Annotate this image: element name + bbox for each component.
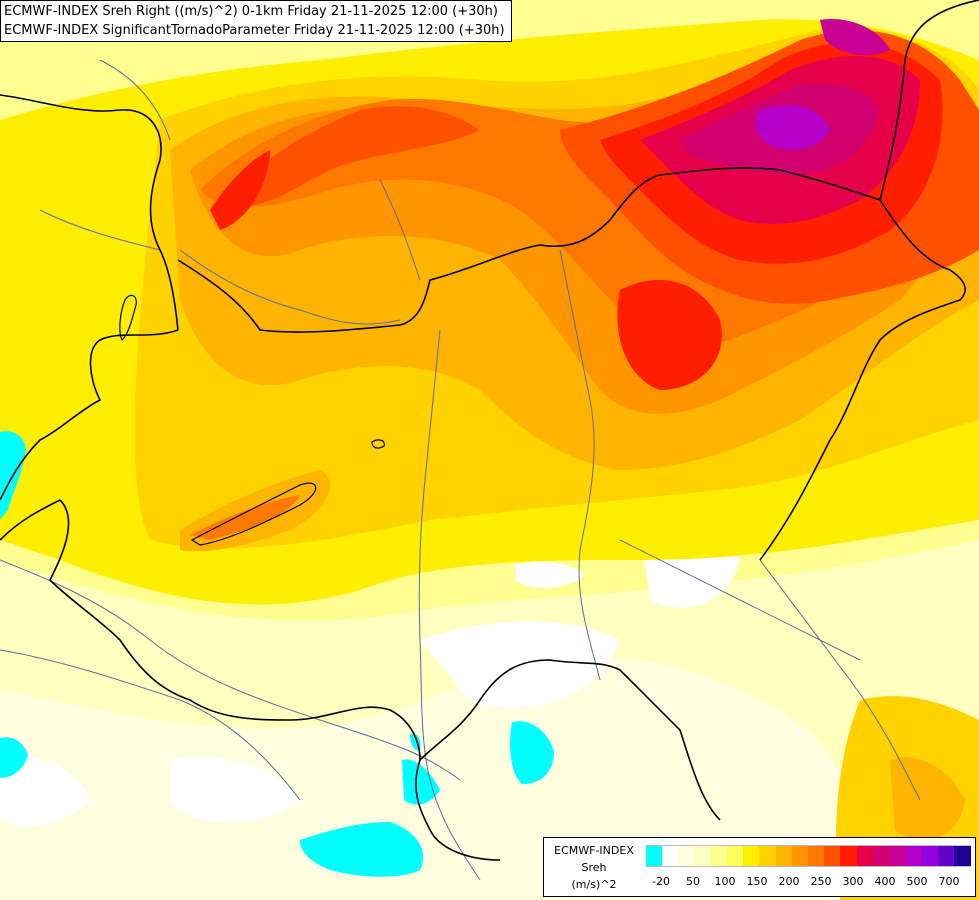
legend-tick-8: 500: [906, 875, 928, 888]
legend-swatch-8: [775, 845, 793, 867]
legend-swatch-10: [808, 845, 825, 867]
legend-swatch-2: [678, 845, 696, 867]
legend-swatch-4: [710, 845, 728, 867]
legend-swatch-16: [905, 845, 923, 867]
legend-tick-5: 250: [810, 875, 832, 888]
legend-swatch-0: [646, 845, 663, 867]
legend-tick-4: 200: [778, 875, 800, 888]
cyan-area-south: [510, 721, 554, 785]
legend-swatch-17: [921, 845, 939, 867]
map-title: ECMWF-INDEX Sreh Right ((m/s)^2) 0-1km F…: [0, 0, 512, 42]
legend-tick-9: 700: [938, 875, 960, 888]
legend-swatch-1: [662, 845, 680, 867]
legend-swatch-7: [759, 845, 777, 867]
legend-tick-7: 400: [874, 875, 896, 888]
legend-swatch-5: [727, 845, 744, 867]
legend-tick-3: 150: [746, 875, 768, 888]
legend-model: ECMWF-INDEX: [554, 844, 634, 857]
legend-tick-2: 100: [714, 875, 736, 888]
lakes: [119, 294, 385, 546]
legend-swatch-6: [743, 845, 761, 867]
color-legend: ECMWF-INDEX Sreh (m/s)^2 -20 50 100 150 200 2…: [543, 837, 976, 897]
title-line-2: ECMWF-INDEX SignificantTornadoParameter …: [4, 23, 505, 38]
legend-swatch-19: [953, 845, 971, 867]
legend-variable: Sreh: [581, 861, 607, 874]
legend-tick-0: -20: [652, 875, 670, 888]
legend-swatch-18: [937, 845, 955, 867]
legend-swatch-13: [856, 845, 874, 867]
title-line-1: ECMWF-INDEX Sreh Right ((m/s)^2) 0-1km F…: [4, 4, 498, 19]
legend-tick-6: 300: [842, 875, 864, 888]
legend-unit: (m/s)^2: [571, 878, 617, 891]
legend-swatch-12: [840, 845, 858, 867]
rivers: [0, 59, 921, 881]
legend-swatch-11: [824, 845, 842, 867]
legend-swatch-14: [872, 845, 890, 867]
country-borders: [0, 0, 979, 861]
legend-swatch-9: [791, 845, 809, 867]
legend-swatch-3: [694, 845, 712, 867]
legend-tick-1: 50: [686, 875, 700, 888]
legend-swatch-15: [889, 845, 906, 867]
